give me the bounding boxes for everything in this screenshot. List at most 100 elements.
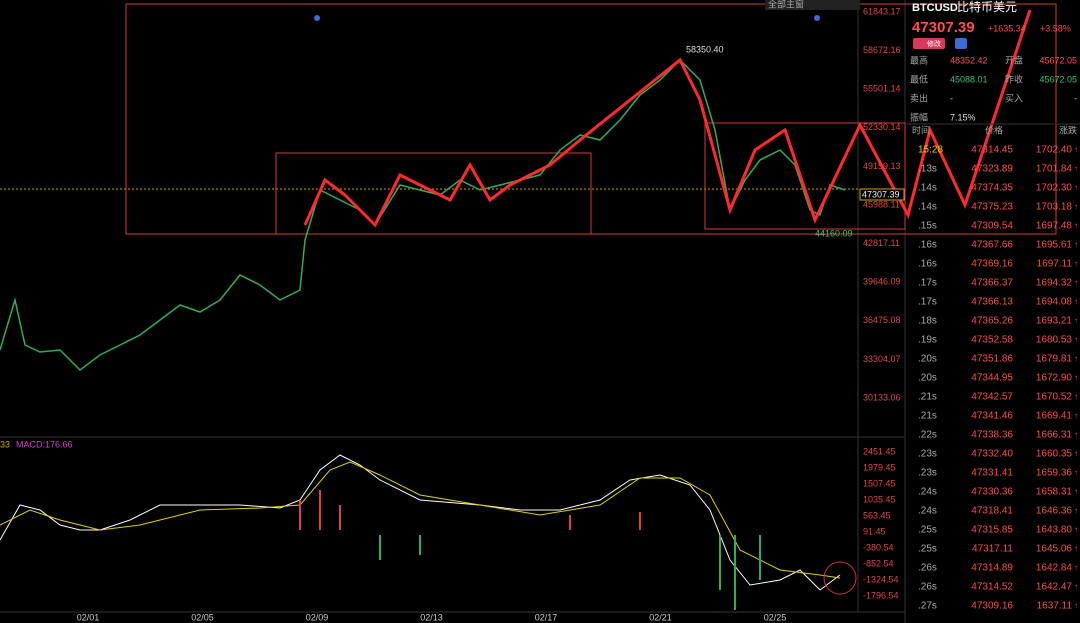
price-axis-label: 42817.11 <box>863 238 900 248</box>
quote-stat: - <box>950 93 953 103</box>
quote-stat: 45672.05 <box>1039 74 1077 84</box>
up-arrow: ↑ <box>1074 240 1078 249</box>
last-price: 47307.39 <box>912 19 975 36</box>
trade-cell: 1694.32 <box>1036 278 1073 289</box>
trade-cell: .17s <box>918 297 937 308</box>
macd-axis-label: 1979.45 <box>863 462 896 472</box>
trade-cell: .14s <box>918 202 937 213</box>
up-arrow: ↑ <box>1074 525 1078 534</box>
trade-cell: 47318.41 <box>971 506 1013 517</box>
trade-cell: .26s <box>918 582 937 593</box>
price-axis-label: 52330.14 <box>863 122 901 132</box>
trade-cell: 1702.40 <box>1036 145 1073 156</box>
up-arrow: ↑ <box>1074 430 1078 439</box>
trade-cell: 1659.36 <box>1036 468 1073 479</box>
trade-cell: 47365.26 <box>971 316 1013 327</box>
up-arrow: ↑ <box>1074 506 1078 515</box>
trade-cell: 1680.53 <box>1036 335 1073 346</box>
trade-cell: .16s <box>918 259 937 270</box>
price-axis-label: 30133.06 <box>863 392 901 402</box>
trade-cell: 47331.41 <box>971 468 1013 479</box>
trade-cell: .20s <box>918 354 937 365</box>
trade-cell: 47330.36 <box>971 487 1013 498</box>
date-label: 02/25 <box>764 612 787 622</box>
edit-label[interactable]: 修改 <box>927 39 941 48</box>
price-axis-label: 61843.17 <box>863 6 901 16</box>
high-label: 58350.40 <box>686 44 724 54</box>
up-arrow: ↑ <box>1074 468 1078 477</box>
trade-cell: 47344.95 <box>971 373 1013 384</box>
trade-cell: 1703.18 <box>1036 202 1073 213</box>
trend-arrows <box>303 9 1032 228</box>
trade-cell: 1694.08 <box>1036 297 1073 308</box>
trade-cell: 1645.06 <box>1036 544 1073 555</box>
trade-cell: 47375.23 <box>971 202 1013 213</box>
trade-cell: 1666.31 <box>1036 430 1073 441</box>
trade-cell: .24s <box>918 487 937 498</box>
macd-axis-label: 563.45 <box>863 510 891 520</box>
macd-prefix: 33 <box>0 439 10 449</box>
trade-cell: 47314.52 <box>971 582 1013 593</box>
price-axis-label: 33304.07 <box>863 354 901 364</box>
trade-cell: 47332.40 <box>971 449 1013 460</box>
current-label: 47307.39 <box>862 189 900 199</box>
marker <box>814 15 820 21</box>
macd-axis-label: -852.54 <box>863 558 894 568</box>
up-arrow: ↑ <box>1074 373 1078 382</box>
quote-stat: 48352.42 <box>950 55 988 65</box>
macd-label: MACD:176.66 <box>16 439 73 449</box>
up-arrow: ↑ <box>1074 487 1078 496</box>
trade-cell: .17s <box>918 278 937 289</box>
trade-cell: .23s <box>918 468 937 479</box>
trade-cell: 1642.84 <box>1036 563 1073 574</box>
trade-cell: .16s <box>918 240 937 251</box>
up-arrow: ↑ <box>1074 392 1078 401</box>
macd-axis-label: 1035.45 <box>863 494 896 504</box>
price-axis-label: 58672.16 <box>863 45 901 55</box>
price-axis-label: 36475.08 <box>863 315 901 325</box>
up-arrow: ↑ <box>1074 259 1078 268</box>
up-arrow: ↑ <box>1074 563 1078 572</box>
trade-cell: .25s <box>918 544 937 555</box>
date-label: 02/05 <box>191 612 214 622</box>
trade-cell: 47351.86 <box>971 354 1013 365</box>
trade-cell: 47317.11 <box>972 544 1013 555</box>
macd-axis-label: 2451.45 <box>863 446 896 456</box>
alert-button[interactable] <box>955 38 967 49</box>
trade-cell: 1679.81 <box>1036 354 1073 365</box>
trade-cell: .19s <box>918 335 937 346</box>
trade-cell: .21s <box>918 411 937 422</box>
trade-cell: 1642.47 <box>1036 582 1073 593</box>
trade-cell: 47323.89 <box>971 164 1013 175</box>
up-arrow: ↑ <box>1074 278 1078 287</box>
trade-cell: 1693.21 <box>1036 316 1073 327</box>
trade-cell: .20s <box>918 373 937 384</box>
toolbar[interactable] <box>765 0 860 10</box>
quote-stat: 45088.01 <box>950 74 988 84</box>
trade-cell: .25s <box>918 525 937 536</box>
macd-axis-label: -380.54 <box>863 542 894 552</box>
trade-cell: 1660.35 <box>1036 449 1073 460</box>
trade-cell: 1702.30 <box>1036 183 1073 194</box>
quote-stat: 买入 <box>1005 93 1023 103</box>
price-percent: +3.58% <box>1040 23 1071 33</box>
trade-cell: 1646.36 <box>1036 506 1073 517</box>
price-axis-label: 45988.11 <box>863 199 900 209</box>
low-label: 44160.09 <box>815 228 853 238</box>
quote-stat: - <box>1074 93 1077 103</box>
up-arrow: ↑ <box>1074 145 1078 154</box>
trade-cell: 47315.85 <box>971 525 1013 536</box>
trade-cell: 47341.46 <box>971 411 1013 422</box>
up-arrow: ↑ <box>1074 411 1078 420</box>
up-arrow: ↑ <box>1074 582 1078 591</box>
up-arrow: ↑ <box>1074 544 1078 553</box>
trade-cell: 1672.90 <box>1036 373 1073 384</box>
macd-lines <box>0 454 841 591</box>
toolbar-label[interactable]: 全部主窗 <box>768 0 804 9</box>
trade-cell: .24s <box>918 506 937 517</box>
up-arrow: ↑ <box>1074 297 1078 306</box>
trade-header: 涨跌 <box>1059 125 1077 135</box>
trade-cell: 1697.11 <box>1037 259 1073 270</box>
edit-button[interactable] <box>913 38 945 49</box>
